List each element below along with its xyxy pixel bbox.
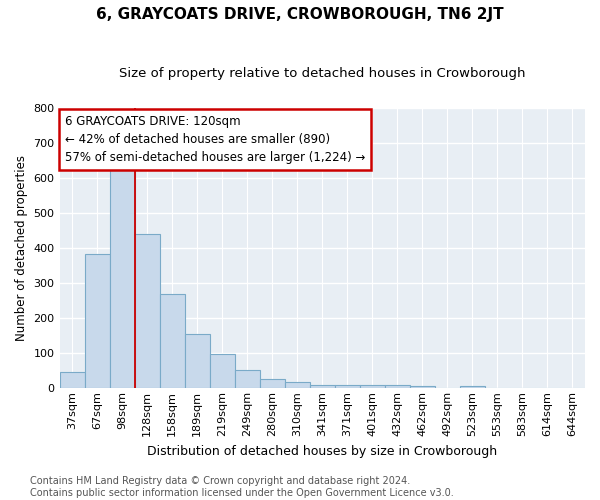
Bar — [310, 385, 335, 388]
Bar — [385, 385, 410, 388]
Bar — [59, 372, 85, 388]
Y-axis label: Number of detached properties: Number of detached properties — [15, 155, 28, 341]
Bar — [410, 386, 435, 388]
Bar — [85, 254, 110, 388]
Bar — [285, 382, 310, 388]
Bar — [335, 385, 360, 388]
Bar — [110, 170, 134, 388]
Bar — [360, 385, 385, 388]
Text: Contains HM Land Registry data © Crown copyright and database right 2024.
Contai: Contains HM Land Registry data © Crown c… — [30, 476, 454, 498]
Bar — [260, 379, 285, 388]
Text: 6, GRAYCOATS DRIVE, CROWBOROUGH, TN6 2JT: 6, GRAYCOATS DRIVE, CROWBOROUGH, TN6 2JT — [96, 8, 504, 22]
Title: Size of property relative to detached houses in Crowborough: Size of property relative to detached ho… — [119, 68, 526, 80]
Text: 6 GRAYCOATS DRIVE: 120sqm
← 42% of detached houses are smaller (890)
57% of semi: 6 GRAYCOATS DRIVE: 120sqm ← 42% of detac… — [65, 115, 365, 164]
X-axis label: Distribution of detached houses by size in Crowborough: Distribution of detached houses by size … — [147, 444, 497, 458]
Bar — [185, 334, 209, 388]
Bar — [235, 370, 260, 388]
Bar — [134, 234, 160, 388]
Bar — [209, 354, 235, 388]
Bar — [460, 386, 485, 388]
Bar — [160, 294, 185, 388]
